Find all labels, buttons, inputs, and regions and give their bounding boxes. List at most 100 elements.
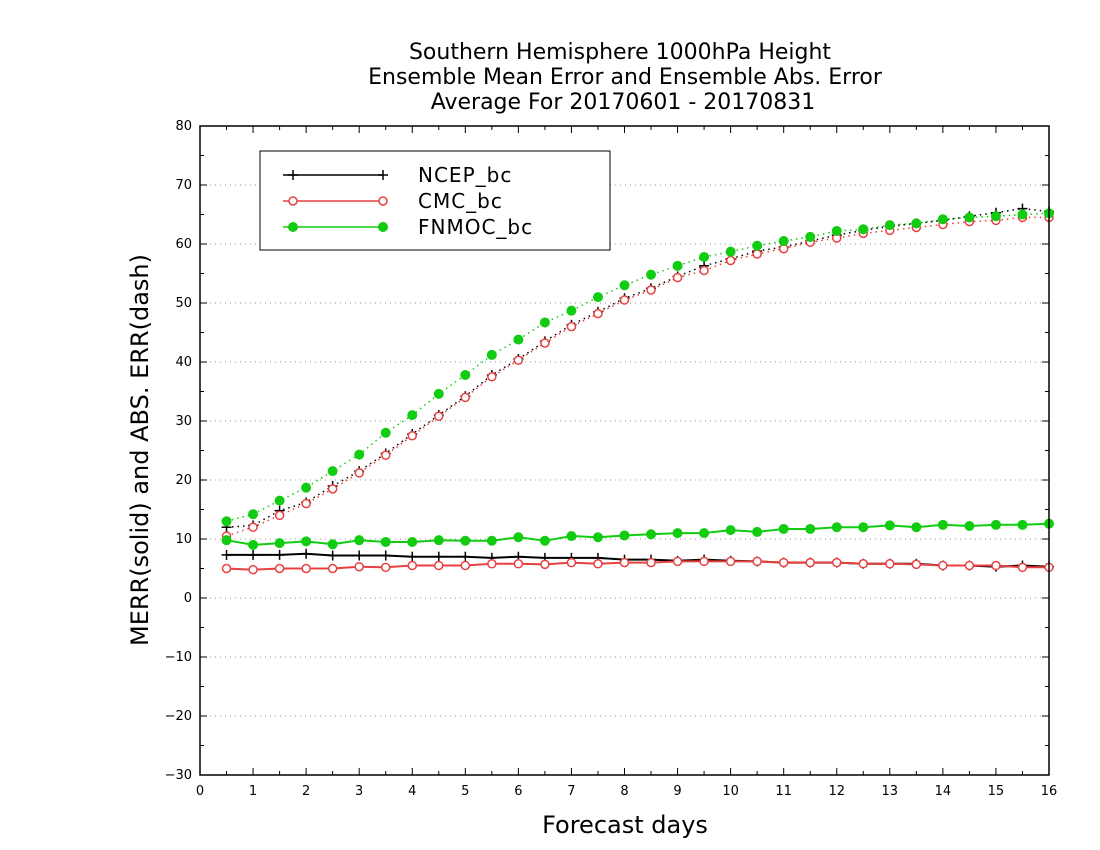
y-tick-label: 40 <box>175 355 192 370</box>
merr-point <box>327 563 338 574</box>
x-tick-label: 1 <box>249 784 257 799</box>
merr-point <box>433 535 444 546</box>
abs-err-point <box>990 211 1001 222</box>
merr-point <box>566 531 577 542</box>
merr-point <box>513 559 524 569</box>
y-tick-label: 70 <box>175 178 192 193</box>
x-tick-label: 14 <box>935 784 952 799</box>
merr-point <box>831 522 842 533</box>
abs-err-point <box>354 449 365 460</box>
series-CMC_bc <box>221 212 1054 575</box>
legend-entry-NCEP_bc: NCEP_bc <box>283 163 512 187</box>
merr-point <box>805 557 815 568</box>
abs-err-point <box>831 226 842 237</box>
merr-point <box>407 560 417 571</box>
abs-err-point <box>619 280 630 291</box>
abs-err-point <box>221 516 232 527</box>
abs-err-point <box>513 355 524 365</box>
y-tick-label: 0 <box>184 591 192 606</box>
merr-point <box>248 564 258 575</box>
merr-point <box>460 560 471 571</box>
abs-err-line-CMC_bc <box>226 216 1049 537</box>
y-tick-label: −20 <box>165 709 192 724</box>
merr-point <box>566 557 577 568</box>
x-tick-label: 9 <box>673 784 681 799</box>
abs-err-point <box>911 218 922 229</box>
abs-err-point <box>274 495 285 506</box>
x-tick-label: 13 <box>882 784 899 799</box>
abs-err-point <box>937 214 948 225</box>
abs-err-point <box>248 522 258 532</box>
merr-point <box>301 548 312 559</box>
abs-err-point <box>619 295 630 305</box>
x-tick-label: 5 <box>461 784 469 799</box>
merr-point <box>301 563 311 574</box>
abs-err-point <box>725 246 736 257</box>
abs-err-point <box>433 388 444 399</box>
merr-point <box>592 532 603 543</box>
merr-point <box>274 538 285 549</box>
abs-err-point <box>884 220 895 231</box>
legend-marker <box>378 170 388 180</box>
abs-err-point <box>539 317 550 328</box>
abs-err-point <box>646 285 656 295</box>
x-tick-label: 16 <box>1041 784 1058 799</box>
merr-point <box>486 535 497 546</box>
merr-point <box>274 549 285 560</box>
merr-point <box>964 560 975 571</box>
merr-point <box>540 559 550 570</box>
abs-err-point <box>593 308 603 319</box>
abs-err-point <box>805 231 816 242</box>
merr-point <box>354 535 365 546</box>
abs-err-point <box>646 269 657 280</box>
y-tick-label: −30 <box>165 768 192 783</box>
merr-point <box>434 560 444 571</box>
title-line-1: Southern Hemisphere 1000hPa Height <box>409 40 831 65</box>
title-line-3: Average For 20170601 - 20170831 <box>431 90 816 115</box>
legend-label: FNMOC_bc <box>418 215 533 239</box>
x-tick-label: 11 <box>775 784 792 799</box>
merr-point <box>380 536 391 547</box>
abs-err-point <box>380 427 391 438</box>
merr-point <box>354 561 364 572</box>
abs-err-point <box>407 410 418 421</box>
merr-point <box>327 539 338 550</box>
merr-point <box>593 559 603 569</box>
abs-err-point <box>540 338 550 348</box>
merr-point <box>884 520 895 531</box>
series-NCEP_bc <box>221 203 1054 572</box>
y-tick-label: 80 <box>175 119 192 134</box>
merr-point <box>938 560 948 571</box>
merr-point <box>778 523 789 534</box>
x-tick-label: 10 <box>722 784 739 799</box>
merr-point <box>619 557 630 568</box>
abs-err-point <box>301 498 311 509</box>
x-tick-label: 12 <box>828 784 845 799</box>
abs-err-point <box>486 349 497 360</box>
merr-point <box>221 535 232 546</box>
merr-point <box>460 535 471 546</box>
series-layer <box>221 203 1054 575</box>
abs-err-point <box>752 240 763 251</box>
abs-err-point <box>592 292 603 303</box>
abs-err-point <box>566 321 577 332</box>
merr-point <box>221 549 232 560</box>
merr-point <box>672 528 683 539</box>
merr-point <box>433 551 444 562</box>
legend-marker <box>378 222 388 232</box>
gridlines <box>200 184 1049 717</box>
x-tick-label: 7 <box>567 784 575 799</box>
abs-err-point <box>327 466 338 477</box>
merr-point <box>274 563 285 574</box>
y-tick-label: 10 <box>175 532 192 547</box>
legend-entry-CMC_bc: CMC_bc <box>283 189 502 213</box>
y-tick-label: −10 <box>165 650 192 665</box>
abs-err-point <box>566 305 577 316</box>
abs-err-point <box>725 255 736 266</box>
x-tick-label: 6 <box>514 784 522 799</box>
series-FNMOC_bc <box>221 208 1054 550</box>
merr-point <box>407 551 418 562</box>
legend-label: NCEP_bc <box>418 163 512 187</box>
legend-entry-FNMOC_bc: FNMOC_bc <box>283 215 533 239</box>
